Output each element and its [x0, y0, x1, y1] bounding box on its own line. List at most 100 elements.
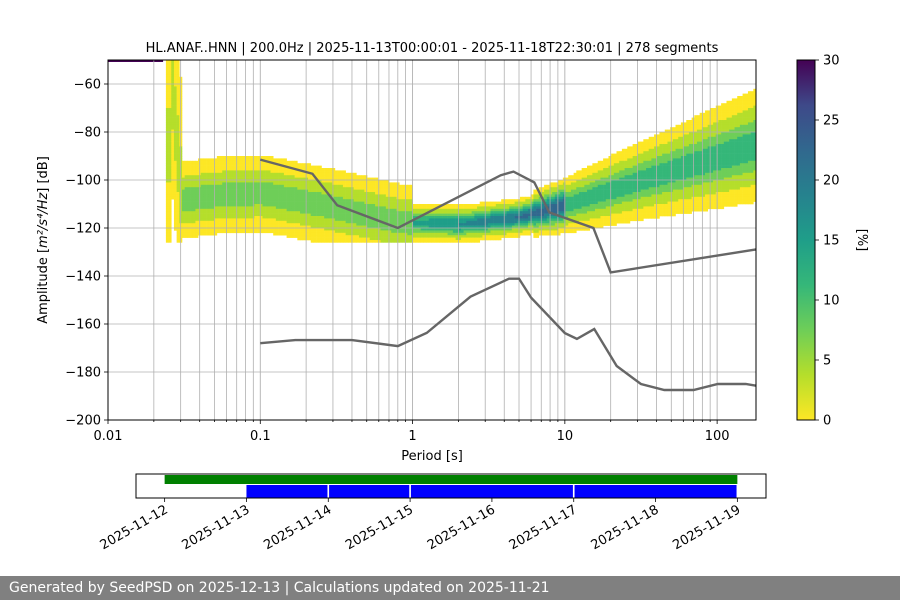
heatmap-cell: [613, 208, 617, 212]
heatmap-cell: [350, 220, 354, 224]
heatmap-cell: [281, 206, 285, 210]
heatmap-cell: [444, 225, 448, 229]
heatmap-cell: [613, 184, 617, 188]
heatmap-cell: [176, 230, 180, 234]
heatmap-cell: [380, 216, 384, 219]
heatmap-cell: [460, 213, 464, 217]
heatmap-cell: [611, 194, 615, 198]
heatmap-cell: [587, 218, 590, 222]
heatmap-cell: [222, 218, 226, 222]
heatmap-cell: [495, 225, 499, 229]
heatmap-cell: [385, 192, 389, 195]
heatmap-cell: [592, 196, 596, 200]
heatmap-cell: [565, 189, 569, 193]
heatmap-cell: [291, 170, 295, 174]
heatmap-cell: [560, 220, 564, 224]
heatmap-cell: [613, 153, 617, 157]
heatmap-cell: [546, 184, 550, 188]
heatmap-cell: [584, 204, 588, 207]
heatmap-cell: [581, 220, 585, 224]
heatmap-cell: [302, 175, 306, 178]
heatmap-cell: [165, 79, 169, 82]
heatmap-cell: [570, 213, 574, 217]
heatmap-cell: [270, 208, 274, 212]
heatmap-cell: [608, 172, 612, 176]
heatmap-cell: [168, 220, 172, 224]
heatmap-cell: [557, 230, 561, 234]
heatmap-cell: [222, 180, 226, 183]
heatmap-cell: [219, 180, 223, 183]
heatmap-cell: [519, 206, 523, 210]
heatmap-cell: [487, 230, 491, 234]
heatmap-cell: [308, 180, 312, 183]
heatmap-cell: [407, 213, 411, 217]
heatmap-cell: [592, 211, 596, 214]
heatmap-cell: [259, 180, 263, 183]
heatmap-cell: [259, 177, 263, 181]
heatmap-cell: [176, 240, 180, 243]
heatmap-cell: [208, 216, 212, 219]
heatmap-cell: [587, 170, 590, 174]
heatmap-cell: [463, 240, 467, 243]
heatmap-cell: [345, 194, 349, 198]
heatmap-cell: [176, 148, 180, 152]
heatmap-cell: [289, 204, 293, 207]
heatmap-cell: [434, 213, 438, 217]
heatmap-cell: [383, 237, 387, 241]
heatmap-cell: [581, 216, 585, 219]
heatmap-cell: [165, 74, 169, 78]
heatmap-cell: [528, 208, 531, 212]
heatmap-cell: [576, 201, 580, 205]
heatmap-cell: [587, 165, 590, 169]
heatmap-cell: [165, 240, 169, 243]
heatmap-cell: [329, 220, 333, 224]
heatmap-cell: [544, 189, 548, 193]
heatmap-cell: [342, 175, 346, 178]
heatmap-cell: [235, 201, 239, 205]
heatmap-cell: [302, 194, 306, 198]
heatmap-cell: [560, 206, 564, 210]
heatmap-cell: [391, 220, 395, 224]
heatmap-cell: [173, 132, 177, 135]
heatmap-cell: [203, 220, 207, 224]
heatmap-cell: [525, 208, 529, 212]
heatmap-cell: [364, 211, 368, 214]
heatmap-cell: [230, 216, 234, 219]
heatmap-cell: [348, 235, 352, 238]
heatmap-cell: [428, 213, 432, 217]
heatmap-cell: [637, 192, 641, 195]
heatmap-cell: [297, 189, 301, 193]
heatmap-cell: [401, 211, 405, 214]
heatmap-cell: [275, 220, 279, 224]
heatmap-cell: [283, 163, 287, 166]
heatmap-cell: [181, 160, 185, 164]
heatmap-cell: [388, 208, 392, 212]
heatmap-cell: [587, 180, 590, 183]
heatmap-cell: [506, 232, 510, 236]
heatmap-cell: [345, 218, 349, 222]
heatmap-cell: [624, 151, 628, 154]
heatmap-cell: [334, 230, 338, 234]
heatmap-cell: [232, 175, 236, 178]
heatmap-cell: [337, 170, 341, 174]
heatmap-cell: [420, 225, 424, 229]
heatmap-cell: [356, 194, 360, 198]
heatmap-cell: [249, 218, 253, 222]
heatmap-cell: [273, 175, 277, 178]
heatmap-cell: [190, 235, 194, 238]
heatmap-cell: [259, 213, 263, 217]
heatmap-cell: [493, 201, 497, 205]
heatmap-cell: [165, 72, 169, 75]
heatmap-cell: [576, 199, 580, 202]
heatmap-cell: [431, 230, 435, 234]
heatmap-cell: [273, 189, 277, 193]
heatmap-cell: [436, 235, 440, 238]
heatmap-cell: [442, 232, 446, 236]
heatmap-cell: [409, 206, 413, 210]
heatmap-cell: [345, 184, 349, 188]
heatmap-cell: [190, 189, 194, 193]
heatmap-cell: [477, 235, 481, 238]
heatmap-cell: [415, 206, 419, 210]
heatmap-cell: [294, 165, 298, 169]
heatmap-cell: [600, 168, 604, 171]
